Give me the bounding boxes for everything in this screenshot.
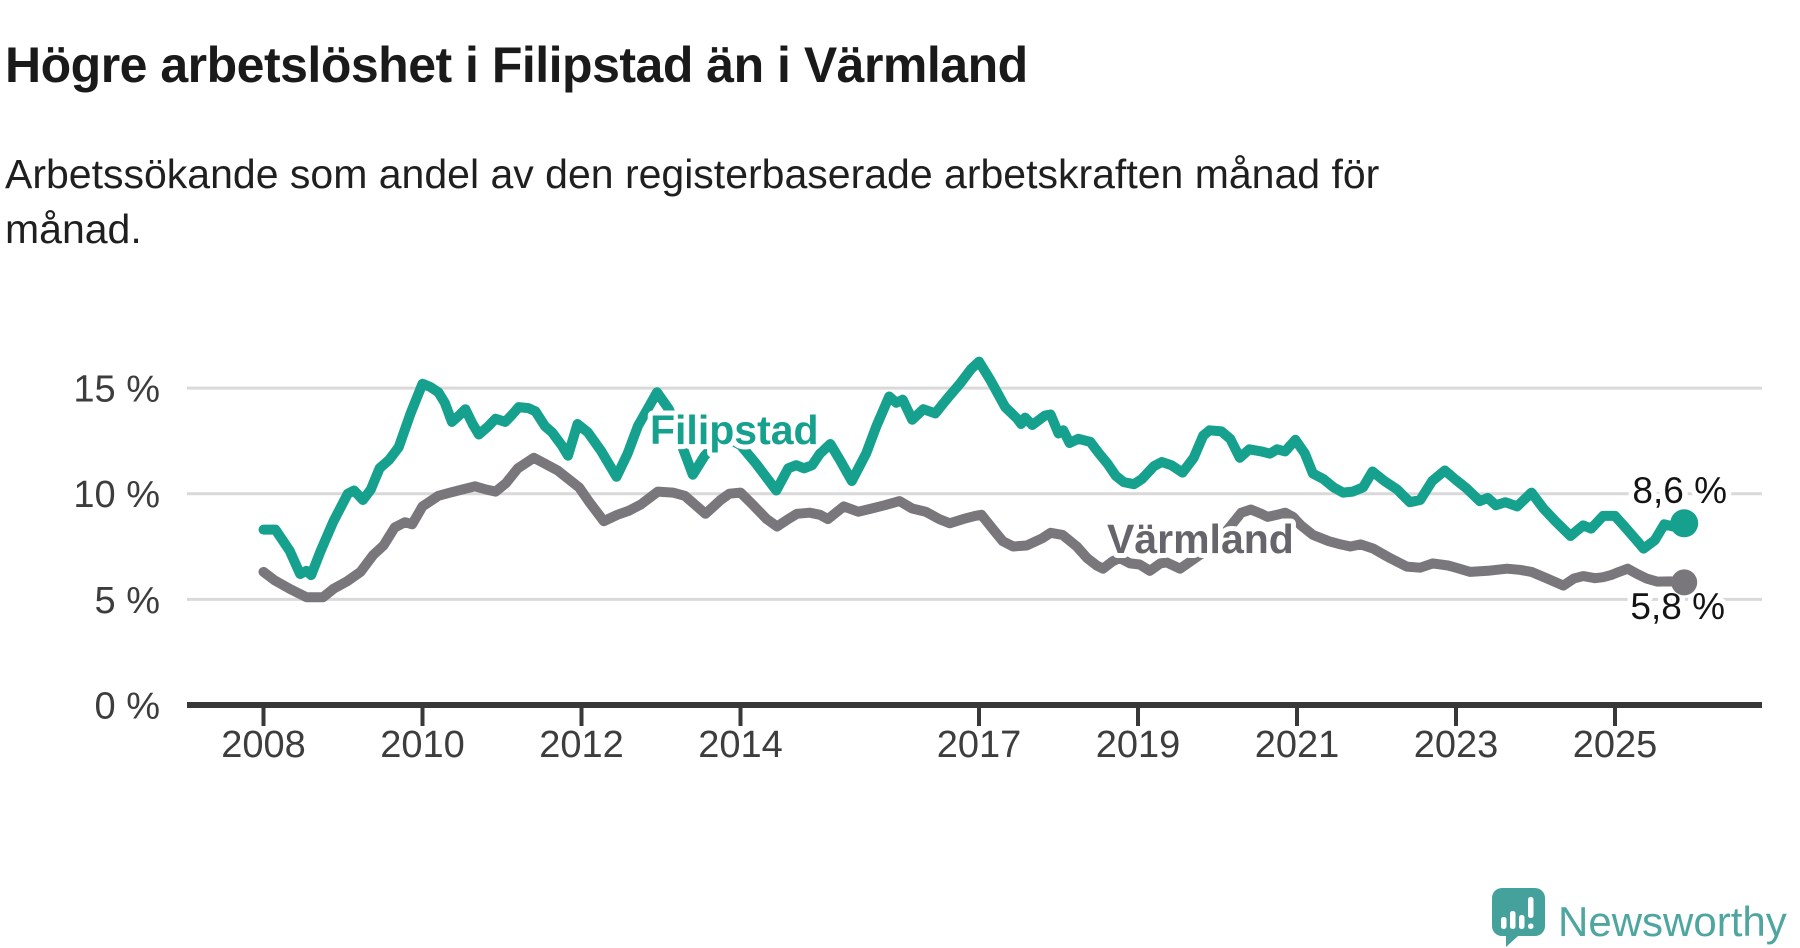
newsworthy-logo-text: Newsworthy [1558, 898, 1787, 945]
end-value-label: 8,6 % [1632, 470, 1727, 511]
x-axis-labels: 2008 2010 2012 2014 2017 2019 2021 2023 2025 [221, 724, 1657, 766]
x-tick-label: 2025 [1573, 724, 1658, 766]
y-tick-label: 15 % [73, 369, 160, 411]
bar-chart-glyph [1501, 897, 1534, 929]
axis-tick-marks [261, 705, 1617, 726]
chart-title: Högre arbetslöshet i Filipstad än i Värm… [5, 36, 1028, 93]
series-line-filipstad [258, 356, 1690, 581]
y-axis-labels: 0 % 5 % 10 % 15 % [73, 369, 160, 728]
y-tick-label: 5 % [95, 580, 160, 622]
x-tick-label: 2019 [1096, 724, 1181, 766]
x-tick-label: 2021 [1255, 724, 1340, 766]
series-line-värmland [258, 452, 1690, 603]
x-tick-label: 2023 [1414, 724, 1499, 766]
x-tick-label: 2012 [539, 724, 624, 766]
x-tick-label: 2014 [698, 724, 783, 766]
series-end-dot-filipstad [1670, 509, 1699, 538]
speech-bubble-shape [1492, 888, 1545, 947]
series-lines [258, 356, 1690, 603]
series-inline-labels: Filipstad Värmland [645, 402, 1299, 567]
series-end-dots [1670, 509, 1699, 596]
newsworthy-logo-icon [1492, 888, 1545, 947]
newsworthy-logo: Newsworthy [1492, 888, 1787, 947]
y-tick-label: 0 % [95, 686, 160, 728]
x-tick-label: 2008 [221, 724, 306, 766]
chart-subtitle: Arbetssökande som andel av den registerb… [5, 151, 1380, 252]
series-label-filipstad: Filipstad [650, 407, 819, 453]
x-tick-label: 2010 [380, 724, 465, 766]
end-value-labels: 8,6 %5,8 % [1625, 465, 1733, 633]
x-tick-label: 2017 [937, 724, 1022, 766]
y-tick-label: 10 % [73, 474, 160, 516]
series-end-dot-värmland [1671, 569, 1698, 596]
series-label-värmland: Värmland [1107, 516, 1294, 562]
